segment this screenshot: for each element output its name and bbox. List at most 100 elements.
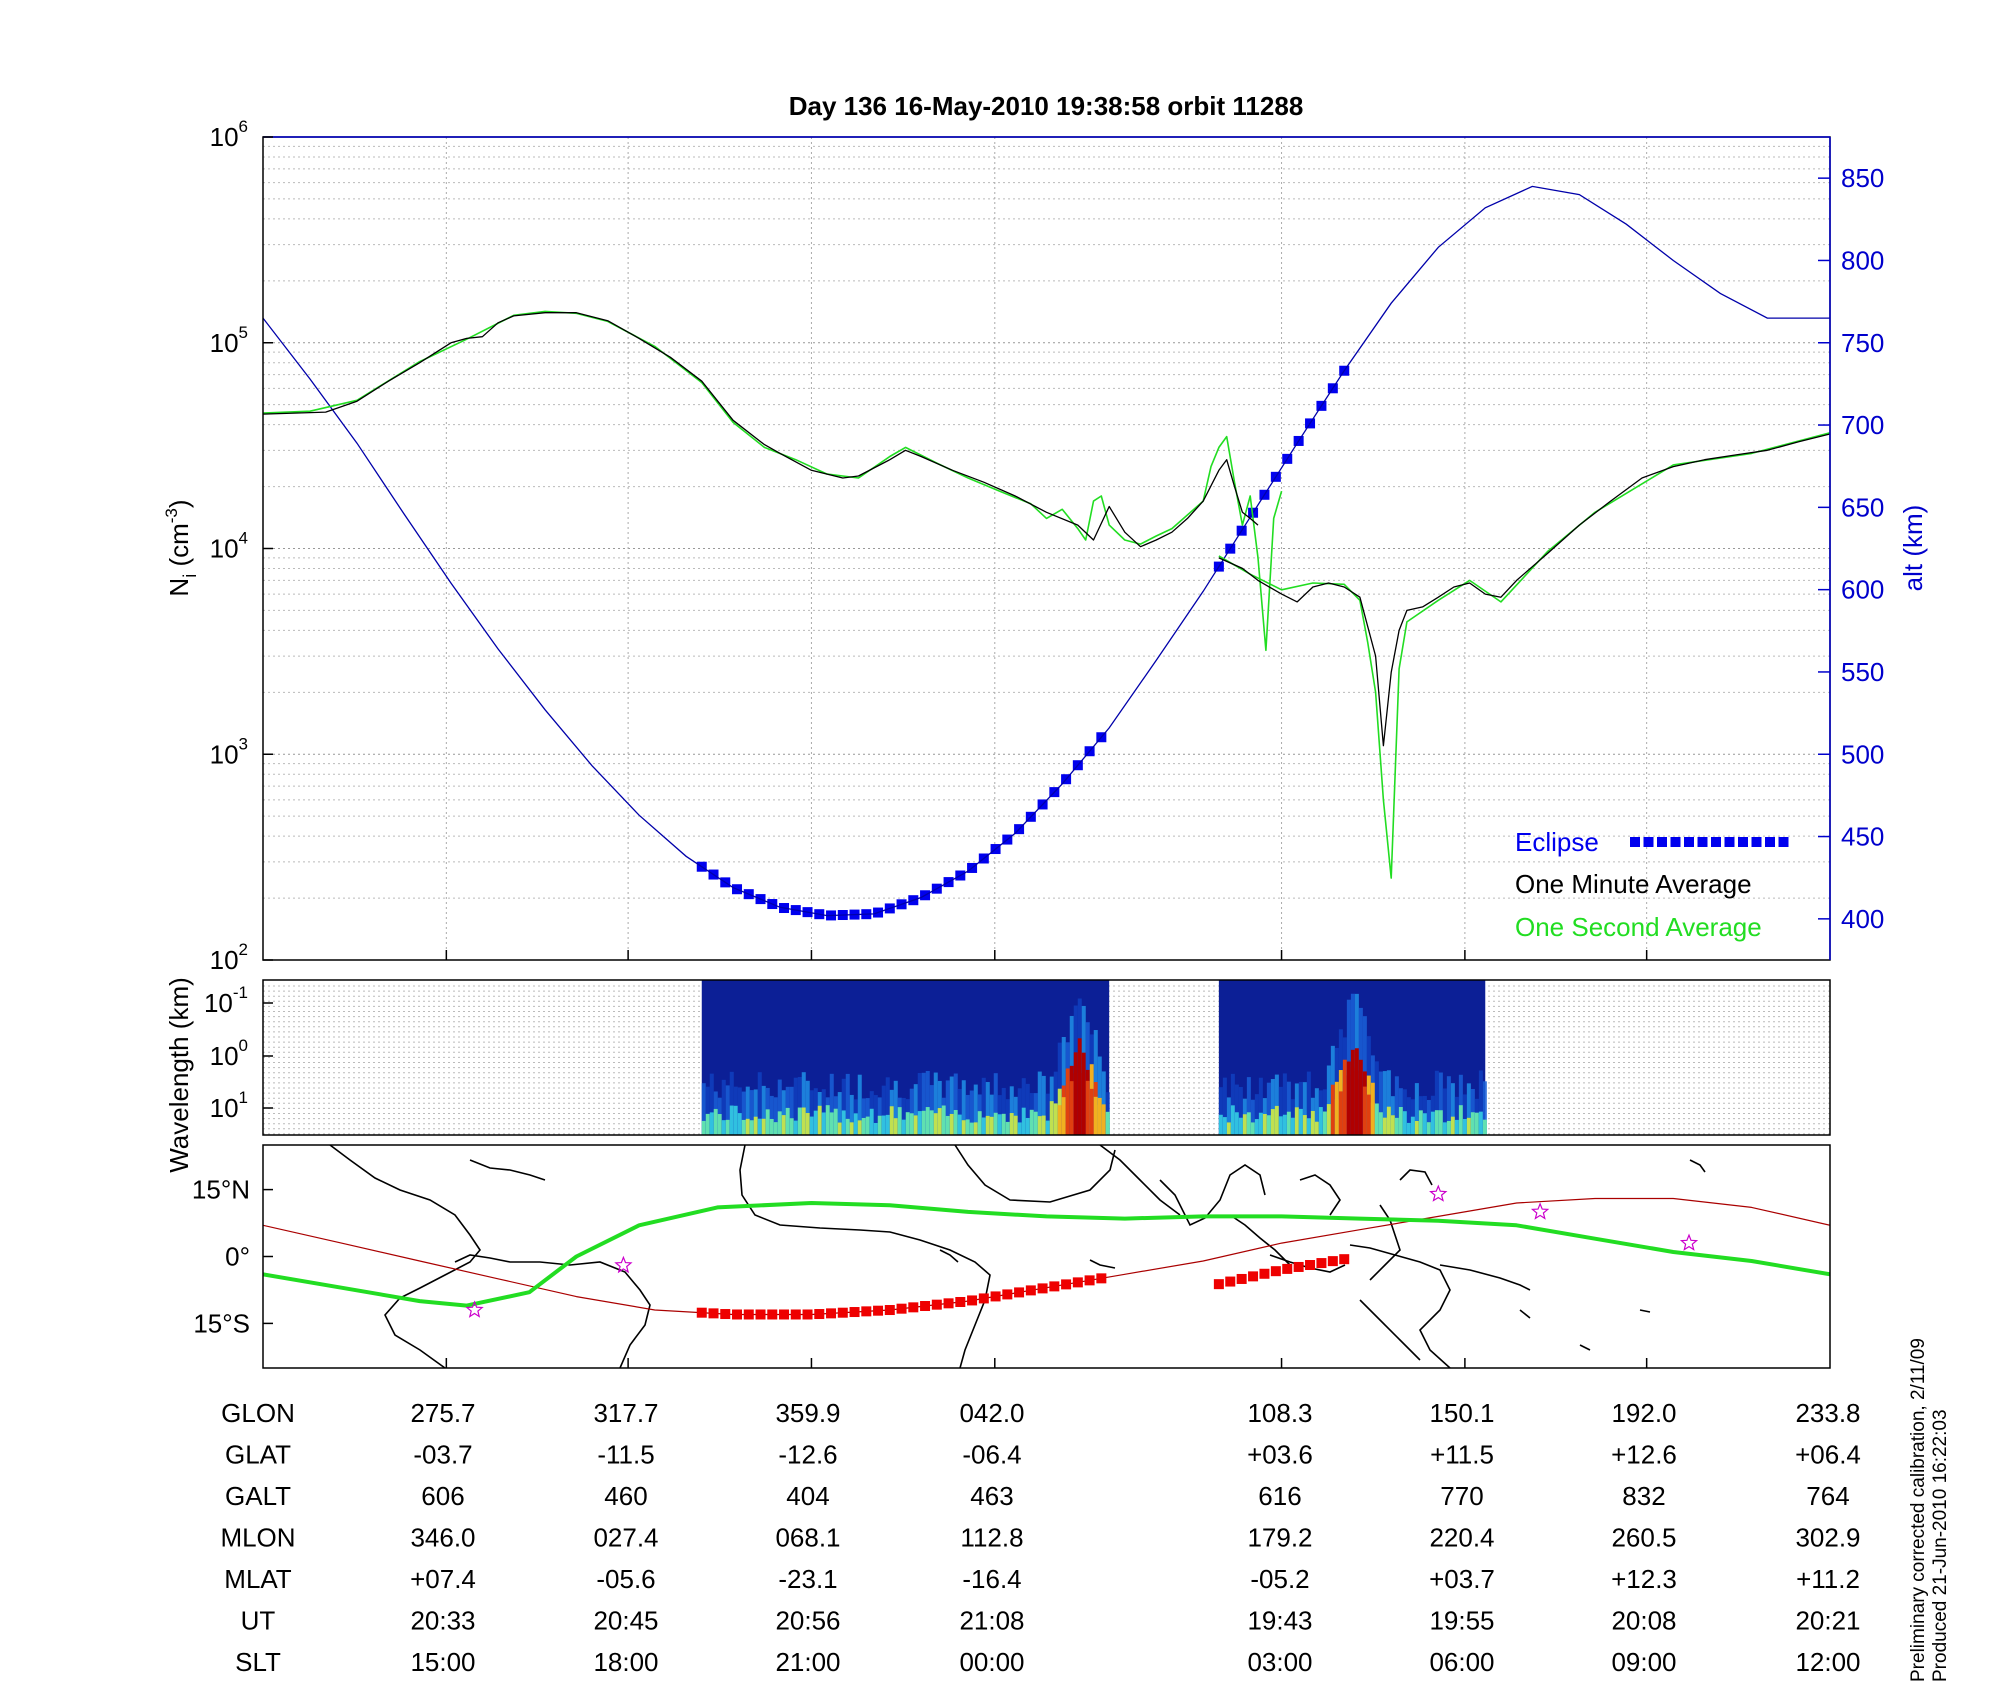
- heatmap-cell: [1005, 1099, 1010, 1135]
- coastline: [1689, 1159, 1706, 1173]
- heatmap-cell: [993, 1112, 998, 1135]
- heatmap-cell: [1270, 1109, 1275, 1135]
- heatmap-cell: [1266, 1082, 1271, 1135]
- heatmap-cell: [1418, 1110, 1423, 1135]
- coastline: [954, 1145, 1116, 1203]
- map-eclipse-marker: [1049, 1281, 1060, 1292]
- heatmap-cell: [925, 1070, 930, 1135]
- map-eclipse-marker: [837, 1307, 848, 1318]
- coastline: [1099, 1145, 1181, 1216]
- legend-one-minute: One Minute Average: [1515, 869, 1752, 899]
- ephemeris-row-label: GALT: [225, 1481, 291, 1511]
- coastline-map: [329, 1145, 1706, 1368]
- heatmap-cell: [1378, 1071, 1383, 1135]
- ephemeris-cell: 112.8: [960, 1523, 1023, 1553]
- wavelength-y-label: Wavelength (km): [164, 977, 194, 1173]
- density-y-label-main: N: [164, 578, 194, 597]
- heatmap-cell: [1057, 1105, 1062, 1135]
- heatmap-cell: [1278, 1116, 1283, 1135]
- heatmap-cell: [729, 1105, 734, 1135]
- map-eclipse-marker: [1305, 1260, 1316, 1271]
- heatmap-cell: [745, 1086, 750, 1135]
- heatmap-cell: [1230, 1105, 1235, 1135]
- heatmap-cell: [1246, 1112, 1251, 1135]
- heatmap-cell: [817, 1105, 822, 1135]
- ephemeris-cell: -03.7: [413, 1440, 472, 1470]
- heatmap-cell: [1326, 1104, 1331, 1135]
- heatmap-cell: [741, 1119, 746, 1135]
- density-tick-exp: 5: [239, 323, 248, 342]
- wavelength-tick-label: 101: [210, 1088, 248, 1123]
- heatmap-cell: [1053, 1071, 1058, 1135]
- heatmap-cell: [1438, 1072, 1443, 1135]
- coastline: [454, 1254, 651, 1368]
- heatmap-cell: [1101, 1104, 1106, 1135]
- heatmap-cell: [985, 1082, 990, 1135]
- heatmap-cell: [1318, 1107, 1323, 1135]
- heatmap-cell: [917, 1073, 922, 1135]
- altitude-tick-label: 800: [1841, 245, 1884, 275]
- heatmap-cell: [1442, 1122, 1447, 1135]
- heatmap-cell: [1045, 1120, 1050, 1135]
- map-eclipse-marker: [1037, 1283, 1048, 1294]
- heatmap-cell: [937, 1108, 942, 1135]
- map-eclipse-marker: [1282, 1263, 1293, 1274]
- heatmap-cell: [1041, 1115, 1046, 1135]
- map-star-marker: [465, 1300, 484, 1318]
- heatmap-cell: [1346, 1075, 1351, 1135]
- ephemeris-cell: 20:08: [1611, 1606, 1676, 1636]
- heatmap-cell: [985, 1115, 990, 1135]
- heatmap-cell: [1326, 1065, 1331, 1135]
- heatmap-cell: [1350, 1067, 1355, 1135]
- heatmap-cell: [965, 1094, 970, 1135]
- heatmap-cell: [769, 1118, 774, 1135]
- ephemeris-cell: 460: [604, 1481, 647, 1511]
- ephemeris-cell: 770: [1440, 1481, 1483, 1511]
- ephemeris-cell: 068.1: [775, 1523, 840, 1553]
- legend-eclipse-square: [1751, 837, 1762, 847]
- heatmap-cell: [845, 1073, 850, 1135]
- heatmap-cell: [1298, 1108, 1303, 1135]
- coastline: [1639, 1309, 1651, 1313]
- heatmap-cell: [1009, 1113, 1014, 1135]
- ephemeris-cell: 12:00: [1795, 1647, 1860, 1677]
- heatmap-cell: [865, 1098, 870, 1135]
- heatmap-cell: [949, 1113, 954, 1135]
- coastline: [329, 1145, 481, 1368]
- heatmap-cell: [937, 1080, 942, 1135]
- wavelength-grid: [263, 985, 1830, 1135]
- coastline: [1399, 1169, 1433, 1186]
- ephemeris-cell: +03.6: [1247, 1440, 1313, 1470]
- map-eclipse-marker: [708, 1308, 719, 1319]
- map-eclipse-marker: [802, 1309, 813, 1320]
- map-tick-label: 0°: [225, 1242, 250, 1272]
- ephemeris-row-label: SLT: [235, 1647, 281, 1677]
- ephemeris-cell: +11.2: [1796, 1564, 1860, 1594]
- heatmap-cell: [1466, 1083, 1471, 1135]
- heatmap-cell: [1354, 1070, 1359, 1135]
- heatmap-cell: [1041, 1075, 1046, 1135]
- heatmap-cell: [1254, 1094, 1259, 1135]
- ephemeris-cell: 06:00: [1429, 1647, 1494, 1677]
- heatmap-cell: [965, 1119, 970, 1135]
- heatmap-cell: [1226, 1122, 1231, 1135]
- density-tick-label: 102: [210, 940, 248, 975]
- heatmap-cell: [1278, 1086, 1283, 1135]
- heatmap-cell: [1021, 1078, 1026, 1135]
- legend-eclipse-square: [1657, 837, 1667, 847]
- ephemeris-cell: 19:55: [1429, 1606, 1494, 1636]
- ephemeris-cell: 042.0: [959, 1398, 1024, 1428]
- heatmap-cell: [901, 1119, 906, 1135]
- density-tick-exp: 4: [239, 529, 248, 548]
- ephemeris-cell: 20:45: [593, 1606, 658, 1636]
- heatmap-cell: [809, 1116, 814, 1135]
- heatmap-cell: [873, 1122, 878, 1135]
- ephemeris-cell: 15:00: [410, 1647, 475, 1677]
- heatmap-cell: [1001, 1113, 1006, 1135]
- ephemeris-cell: 233.8: [1795, 1398, 1860, 1428]
- chart-title: Day 136 16-May-2010 19:38:58 orbit 11288: [789, 91, 1304, 121]
- density-tick-base: 10: [210, 122, 239, 152]
- heatmap-cell: [1450, 1083, 1455, 1135]
- heatmap-cell: [741, 1091, 746, 1135]
